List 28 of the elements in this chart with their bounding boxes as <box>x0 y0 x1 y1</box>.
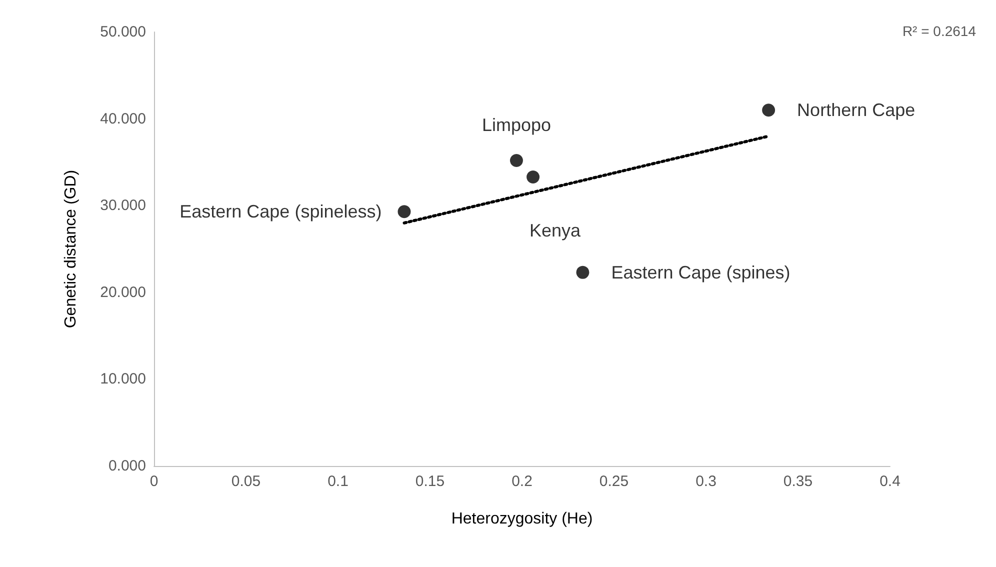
y-tick-label: 50.000 <box>100 24 146 40</box>
y-axis-title: Genetic distance (GD) <box>62 170 80 328</box>
x-tick-label: 0.25 <box>599 473 629 490</box>
x-tick-label: 0.05 <box>231 473 261 490</box>
data-label: Kenya <box>530 220 582 240</box>
data-label: Northern Cape <box>797 100 916 120</box>
y-tick-label: 10.000 <box>100 370 146 388</box>
point <box>526 170 540 184</box>
x-tick-label: 0.4 <box>880 473 900 490</box>
data-label: Eastern Cape (spineless) <box>180 202 382 222</box>
text: R² = 0.2614 <box>902 23 976 39</box>
point <box>762 104 776 117</box>
point <box>510 154 523 167</box>
y-tick-label: 30.000 <box>100 197 146 214</box>
x-tick-label: 0.3 <box>696 473 716 490</box>
y-tick-label: 20.000 <box>100 284 146 301</box>
y-tick-label: 0.000 <box>108 458 146 474</box>
x-tick-label: 0.35 <box>783 473 813 490</box>
x-axis-title: Heterozygosity (He) <box>451 510 593 528</box>
data-label: Limpopo <box>482 114 552 135</box>
point <box>398 205 411 218</box>
x-tick-label: 0.15 <box>415 473 445 490</box>
x-tick-label: 0 <box>150 473 158 490</box>
data-label: Eastern Cape (spines) <box>611 262 790 282</box>
x-tick-label: 0.1 <box>328 473 348 490</box>
x-tick-label: 0.2 <box>512 473 532 490</box>
point <box>576 266 590 279</box>
y-tick-label: 40.000 <box>100 110 146 128</box>
